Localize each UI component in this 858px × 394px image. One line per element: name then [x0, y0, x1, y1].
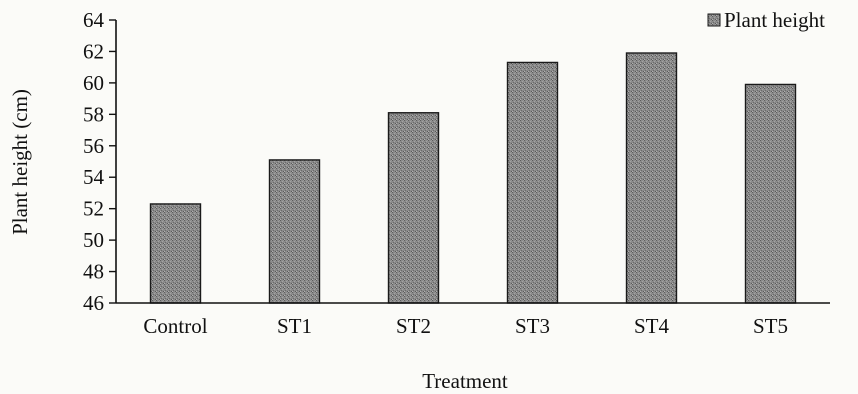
- x-tick-label: ST2: [396, 314, 431, 338]
- bars: [149, 52, 797, 304]
- y-tick-label: 56: [83, 134, 104, 158]
- x-axis-ticks: Control ST1 ST2 ST3 ST4 ST5: [143, 314, 788, 338]
- x-axis-title: Treatment: [422, 369, 508, 393]
- y-tick-label: 54: [83, 165, 105, 189]
- x-tick-label: Control: [143, 314, 207, 338]
- legend: Plant height: [707, 8, 825, 32]
- bar-st4: [625, 52, 678, 304]
- legend-swatch: [707, 13, 721, 27]
- bar-st3: [506, 61, 559, 304]
- x-tick-label: ST4: [634, 314, 670, 338]
- x-tick-label: ST5: [753, 314, 788, 338]
- y-tick-label: 60: [83, 71, 104, 95]
- bar-st1: [268, 159, 321, 304]
- y-tick-label: 48: [83, 260, 104, 284]
- y-tick-label: 46: [83, 291, 104, 315]
- y-tick-label: 64: [83, 8, 105, 32]
- x-tick-label: ST1: [277, 314, 312, 338]
- y-tick-label: 58: [83, 102, 104, 126]
- bar-st5: [744, 83, 797, 304]
- legend-label: Plant height: [724, 8, 825, 32]
- bar-st2: [387, 112, 440, 304]
- y-tick-label: 50: [83, 228, 104, 252]
- y-tick-label: 62: [83, 39, 104, 63]
- x-tick-label: ST3: [515, 314, 550, 338]
- y-axis-title: Plant height (cm): [8, 89, 32, 235]
- bar-control: [149, 203, 202, 304]
- y-tick-label: 52: [83, 197, 104, 221]
- y-axis-ticks: 46 48 50 52 54 56 58 60 62 64: [83, 8, 116, 315]
